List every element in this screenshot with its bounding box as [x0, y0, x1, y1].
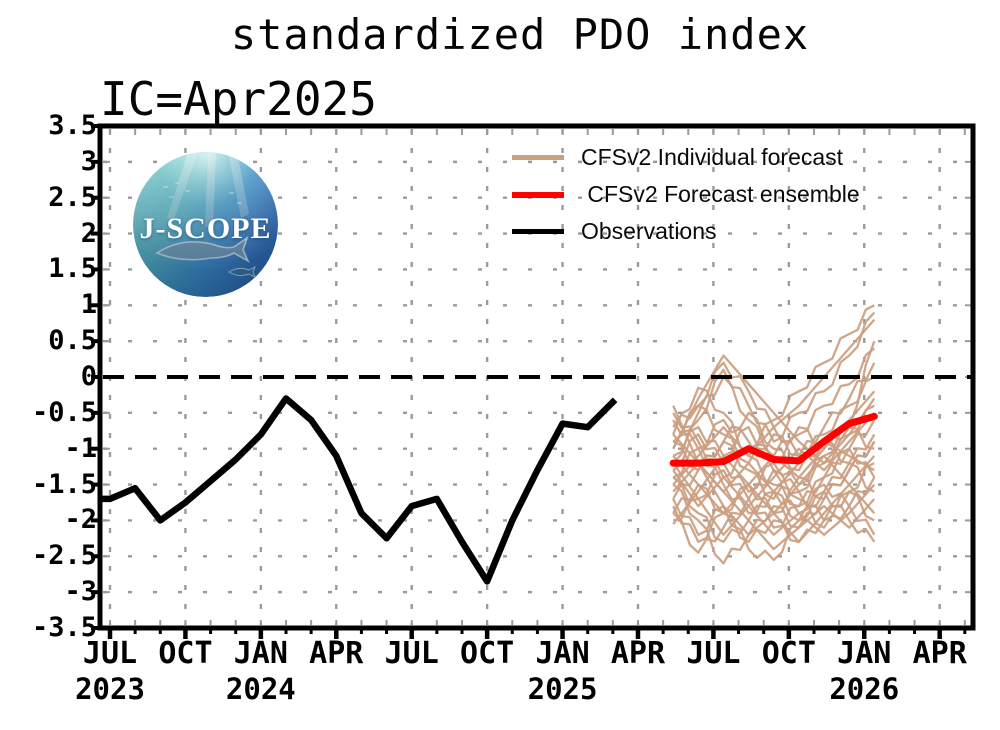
legend-item-observations: Observations [512, 213, 860, 250]
x-tick-label: APR [309, 636, 364, 671]
legend: CFSv2 Individual forecast CFSv2 Forecast… [512, 139, 860, 250]
y-tick-label: -3 [64, 576, 97, 608]
ensemble-member-line [672, 440, 876, 501]
ensemble-member-line [672, 461, 875, 544]
legend-label: CFSv2 Forecast ensemble [581, 181, 860, 207]
year-label: 2023 [75, 672, 145, 706]
ensemble-member-line [672, 354, 876, 465]
x-tick-label: JUL [384, 636, 439, 671]
x-tick-label: JUL [82, 636, 138, 671]
jscope-logo: J-SCOPE [133, 152, 278, 297]
year-label: 2024 [225, 672, 296, 706]
initial-condition-label: IC=Apr2025 [100, 72, 377, 126]
y-tick-label: -1.5 [31, 468, 97, 500]
y-tick-label: 0 [80, 361, 97, 392]
y-tick-label: -0.5 [31, 396, 97, 428]
jscope-logo-image [133, 152, 278, 297]
y-tick-label: 1.5 [48, 253, 97, 285]
x-tick-label: OCT [460, 636, 515, 671]
legend-label: CFSv2 Individual forecast [581, 144, 844, 170]
individual-forecast-line-swatch [512, 155, 564, 160]
y-tick-label: 3.5 [48, 110, 97, 141]
legend-item-forecast-ensemble: CFSv2 Forecast ensemble [512, 176, 860, 213]
ensemble-member-line [672, 361, 875, 458]
chart-title: standardized PDO index [230, 10, 810, 59]
observations-line-swatch [512, 229, 564, 234]
forecast-ensemble-line-swatch [512, 191, 564, 198]
x-tick-label: JAN [233, 636, 288, 671]
y-tick-label: 2.5 [48, 181, 97, 213]
y-tick-label: -2 [64, 504, 97, 536]
y-tick-label: -3.5 [31, 611, 97, 643]
x-tick-label: JAN [535, 636, 590, 671]
ensemble-member-line [672, 362, 876, 465]
ensemble-member-line [672, 483, 875, 544]
ensemble-member-line [672, 418, 875, 522]
ensemble-member-line [672, 304, 875, 479]
y-tick-label: -1 [64, 432, 97, 464]
x-tick-label: JUL [686, 636, 741, 671]
year-label: 2025 [527, 672, 598, 706]
forecast-ensemble-line [669, 412, 878, 467]
x-tick-label: OCT [761, 636, 816, 671]
year-label: 2026 [829, 672, 900, 706]
x-tick-label: OCT [158, 636, 213, 671]
y-tick-label: 0.5 [48, 325, 97, 357]
y-tick-label: -2.5 [31, 540, 97, 572]
y-tick-label: 2 [80, 217, 97, 249]
observations-line [99, 395, 618, 585]
ensemble-member-line [672, 386, 876, 508]
x-tick-label: JAN [837, 636, 892, 671]
legend-label: Observations [581, 218, 717, 244]
y-tick-label: 1 [80, 289, 97, 321]
ensemble-member-line [672, 469, 876, 536]
y-tick-label: 3 [80, 145, 97, 177]
legend-item-individual-forecast: CFSv2 Individual forecast [512, 139, 860, 176]
jscope-logo-text: J-SCOPE [139, 212, 272, 245]
ensemble-member-line [672, 447, 876, 529]
x-tick-label: APR [912, 636, 967, 671]
x-tick-label: APR [610, 636, 666, 671]
